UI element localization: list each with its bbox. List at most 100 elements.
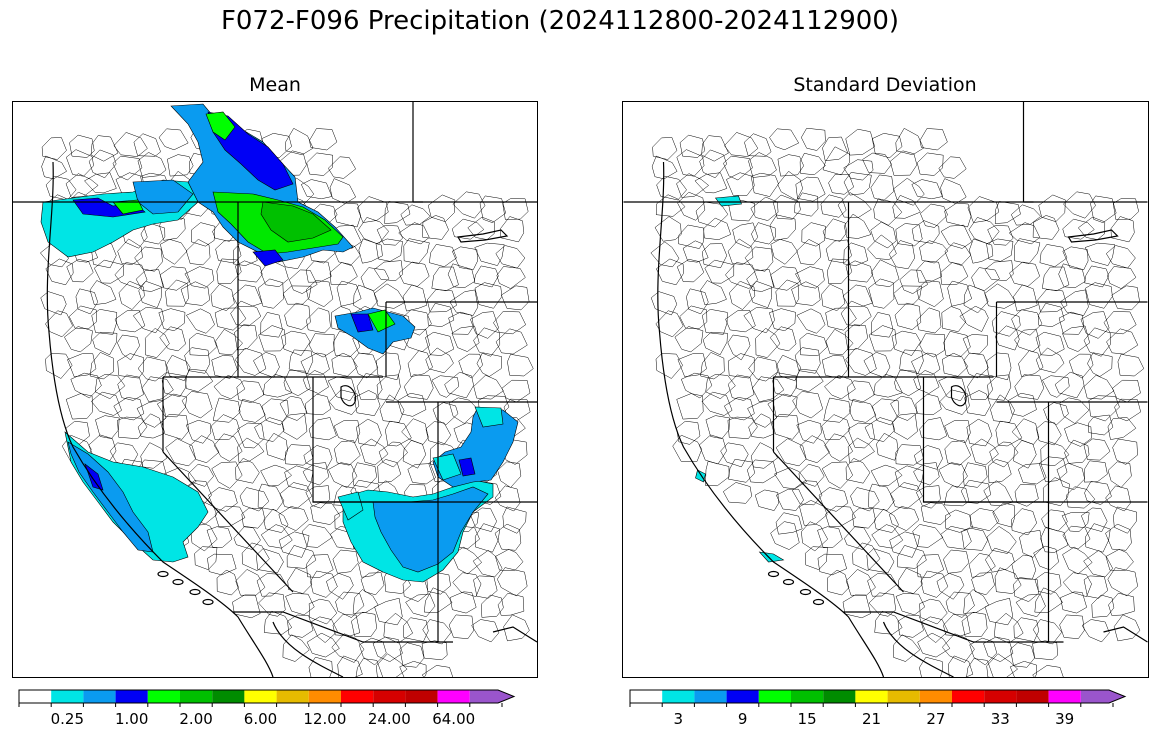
mean-basin-cell [70, 372, 102, 399]
stddev-basin-cell [775, 438, 807, 467]
mean-basin-cell [301, 524, 333, 548]
stddev-basin-cell [1056, 462, 1085, 490]
stddev-basin-cell [677, 353, 707, 377]
mean-colorbar-tick-label: 0.25 [51, 710, 84, 728]
stddev-basin-cell [801, 222, 826, 247]
stddev-basin-cell [966, 418, 993, 447]
stddev-basin-cell [676, 393, 704, 420]
mean-basin-cell [279, 482, 313, 510]
stddev-basin-cell [1091, 594, 1115, 618]
stddev-basin-cell [748, 280, 773, 309]
mean-basin-cell [257, 278, 284, 309]
stddev-basin-cell [686, 288, 709, 315]
mean-basin-cell [134, 246, 163, 272]
stddev-basin-cell [984, 597, 1014, 626]
stddev-basin-cell [944, 420, 971, 444]
stddev-basin-cell [862, 152, 892, 174]
mean-basin-cell [185, 419, 212, 444]
stddev-fort-peck-lake [1067, 229, 1119, 243]
stddev-basin-cell [936, 573, 965, 600]
mean-colorbar-swatch [341, 690, 374, 703]
stddev-basin-cell [847, 422, 875, 449]
stddev-region-olympic [714, 195, 742, 207]
mean-basin-cell [310, 616, 338, 643]
mean-basin-cell [353, 352, 379, 379]
mean-basin-cell [501, 379, 531, 403]
stddev-basin-cell [1010, 204, 1042, 226]
mean-basin-cell [214, 307, 247, 331]
stddev-basin-cell [821, 355, 849, 379]
stddev-basin-cell [919, 598, 948, 625]
mean-basin-cell [180, 281, 210, 306]
stddev-basin-cell [825, 239, 852, 264]
stddev-channel-island [782, 578, 795, 586]
mean-basin-cell [185, 368, 214, 392]
stddev-basin-cell [1062, 218, 1095, 240]
stddev-basin-cell [874, 508, 899, 533]
mean-basin-cell [327, 462, 358, 489]
precip-region-front-range-cyan [474, 406, 504, 428]
mean-basin-cell [496, 266, 526, 289]
stddev-basin-cell [1105, 245, 1136, 269]
mean-basin-cell [331, 633, 365, 663]
stddev-basin-cell [700, 280, 727, 305]
mean-basin-cell [308, 333, 335, 358]
stddev-basin-cell [890, 482, 923, 510]
stddev-basin-cell [1084, 242, 1115, 266]
stddev-basin-cell [921, 616, 949, 643]
mean-basin-cell [230, 300, 262, 327]
mean-basin-cell [431, 375, 460, 398]
mean-basin-cell [136, 400, 167, 428]
stddev-basin-cell [1114, 398, 1141, 422]
stddev-basin-cell [1011, 508, 1037, 536]
mean-basin-cell [375, 653, 408, 677]
stddev-basin-cell [1043, 402, 1069, 426]
stddev-basin-cell [744, 133, 772, 157]
stddev-basin-cell [938, 462, 968, 489]
stddev-basin-cell [843, 172, 872, 196]
stddev-basin-cell [775, 512, 803, 535]
mean-basin-cell [287, 614, 314, 638]
mean-basin-cell [402, 284, 428, 312]
mean-colorbar-swatch [244, 690, 277, 703]
stddev-basin-cell [941, 306, 967, 332]
stddev-basin-cell [870, 174, 895, 202]
mean-basin-cell [194, 546, 218, 570]
stddev-basin-cell [1110, 216, 1135, 243]
stddev-basin-cell [943, 331, 971, 358]
mean-basin-cell [158, 308, 186, 331]
stddev-basin-cell [655, 194, 686, 217]
mean-basin-cell [309, 128, 338, 151]
stddev-basin-cell [870, 221, 897, 249]
stddev-basin-cell [1037, 303, 1065, 327]
stddev-basin-cell [863, 352, 891, 378]
stddev-basin-cell [919, 333, 945, 358]
stddev-basin-cell [1083, 575, 1108, 599]
stddev-basin-cell [969, 238, 994, 264]
stddev-basin-cell [889, 150, 918, 176]
mean-basin-cell [262, 374, 293, 398]
stddev-basin-cell [1087, 352, 1113, 377]
stddev-basin-cell [1106, 328, 1139, 355]
mean-basin-cell [403, 238, 430, 264]
stddev-basin-cell [702, 331, 728, 356]
stddev-basin-cell [962, 334, 988, 355]
stddev-basin-cell [1085, 523, 1111, 553]
mean-basin-cell [405, 593, 436, 617]
stddev-basin-cell [770, 521, 800, 550]
stddev-basin-cell [961, 611, 988, 637]
mean-basin-cell [67, 353, 97, 377]
stddev-basin-cell [919, 240, 949, 264]
stddev-basin-cell [876, 432, 899, 461]
mean-basin-cell [500, 216, 525, 243]
mean-basin-cell [353, 390, 381, 416]
stddev-basin-cell [966, 658, 994, 677]
mean-basin-cell [308, 417, 337, 441]
mean-basin-cell [421, 665, 454, 677]
mean-basin-cell [473, 265, 499, 288]
mean-basin-cell [447, 263, 476, 289]
stddev-basin-cell [823, 397, 851, 423]
mean-basin-cell [161, 414, 190, 440]
stddev-basin-cell [920, 570, 949, 598]
mean-basin-cell [45, 353, 73, 379]
